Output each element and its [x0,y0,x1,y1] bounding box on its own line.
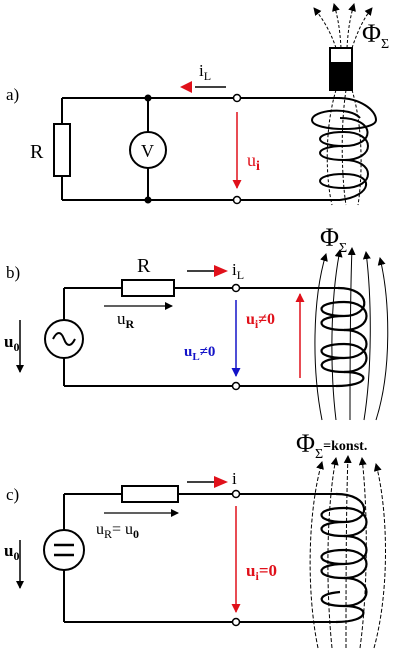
panel-a: a) R V iL ui [6,3,389,206]
panel-a-flux-lines [313,3,373,206]
panel-a-current-label: iL [199,61,211,83]
panel-c-dc-icon [54,543,74,557]
panel-a-flux-label: ΦΣ [362,19,389,52]
panel-c-coil [320,492,368,624]
panel-b-flux-lines [314,247,389,421]
panel-a-node [144,196,152,204]
panel-a-voltmeter [129,131,167,169]
panel-a-node [144,94,152,102]
panel-b-tag: b) [6,263,20,282]
panel-c-flux-lines [309,455,386,649]
panel-c-tag: c) [6,485,19,504]
panel-a-resistor [53,123,71,177]
panel-a-voltmeter-label: V [141,141,154,161]
panel-a-wires [61,97,340,201]
panel-b-sine-icon [52,332,76,346]
panel-a-terminal [232,195,242,205]
panel-c-terminal [231,489,241,499]
panel-b-terminal [231,381,241,391]
panel-c: c) u0 uR= u0 i ui=0 [4,429,386,649]
panel-a-coil [310,97,378,201]
panel-b: b) u0 R uR iL [4,223,389,421]
panel-a-magnet-pole [330,62,352,90]
panel-b-resistor-voltage-label: uR [117,309,135,331]
panel-c-induced-label: ui=0 [246,561,277,583]
panel-b-current-arrowhead [214,265,228,277]
panel-c-flux-label: ΦΣ=konst. [296,429,367,462]
panel-a-tag: a) [6,85,19,104]
panel-a-current-arrowhead [180,81,192,93]
panel-a-resistor-label: R [30,141,44,163]
panel-b-resistor-label: R [137,255,151,277]
panel-b-terminal [231,283,241,293]
panel-b-wires [63,287,340,387]
panel-b-resistor [121,279,175,297]
panel-b-induced-label: ui≠0 [246,311,275,331]
panel-b-flux-label: ΦΣ [320,223,347,256]
panel-c-resistor [121,485,179,503]
panel-c-resistor-voltage-label: uR= u0 [96,521,139,541]
panel-c-dc-source [43,529,85,571]
panel-b-coil [320,286,368,388]
panel-a-terminal [232,93,242,103]
panel-b-current-label: iL [232,260,244,282]
panel-c-source-label: u0 [4,541,19,563]
panel-c-wires [63,493,338,623]
panel-c-current-label: i [232,469,237,488]
panel-b-coil-voltage-label: uL≠0 [184,344,215,363]
panel-c-current-arrowhead [214,476,228,488]
panel-c-terminal [231,617,241,627]
panel-a-induced-label: ui [247,150,260,174]
panel-b-source-label: u0 [4,332,19,354]
